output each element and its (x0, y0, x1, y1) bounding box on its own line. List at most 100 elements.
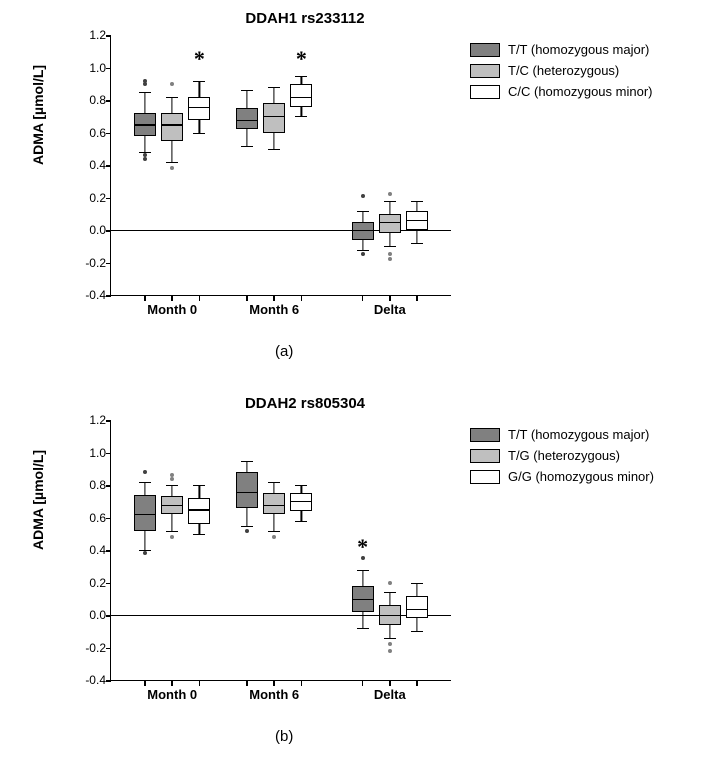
legend-label: T/T (homozygous major) (508, 427, 649, 442)
boxplot-box (236, 35, 258, 295)
ytick: -0.4 (66, 289, 106, 301)
panel-a: DDAH1 rs233112 ADMA [µmol/L] -0.4-0.20.0… (40, 10, 680, 360)
outlier-point (143, 157, 147, 161)
legend-item: G/G (homozygous minor) (470, 469, 654, 484)
ytick: 1.2 (66, 29, 106, 41)
panel-label-a: (a) (275, 343, 293, 360)
legend-item: T/G (heterozygous) (470, 448, 654, 463)
xtick (273, 295, 275, 301)
outlier-point (170, 82, 174, 86)
outlier-point (388, 192, 392, 196)
legend-item: T/C (heterozygous) (470, 63, 653, 78)
ytick: -0.2 (66, 642, 106, 654)
outlier-point (170, 477, 174, 481)
xtick (171, 295, 173, 301)
boxplot-box (134, 420, 156, 680)
xtick (273, 680, 275, 686)
outlier-point (388, 581, 392, 585)
boxplot-box (188, 35, 210, 295)
legend-b: T/T (homozygous major) T/G (heterozygous)… (470, 427, 654, 490)
xtick-label: Month 6 (249, 302, 299, 317)
legend-swatch (470, 64, 500, 78)
xtick-label: Delta (374, 302, 406, 317)
xtick (199, 680, 201, 686)
boxplot-box (134, 35, 156, 295)
ytick: 0.6 (66, 512, 106, 524)
legend-swatch (470, 470, 500, 484)
boxplot-box (379, 420, 401, 680)
boxplot-box (290, 420, 312, 680)
ytick: 0.2 (66, 577, 106, 589)
outlier-point (170, 535, 174, 539)
outlier-point (388, 642, 392, 646)
xtick (416, 680, 418, 686)
ytick: 0.8 (66, 479, 106, 491)
chart-title-b: DDAH2 rs805304 (160, 395, 450, 412)
legend-item: C/C (homozygous minor) (470, 84, 653, 99)
xtick (144, 295, 146, 301)
ytick: 0.4 (66, 159, 106, 171)
outlier-point (170, 166, 174, 170)
outlier-point (272, 535, 276, 539)
outlier-point (361, 252, 365, 256)
ytick: 0.0 (66, 224, 106, 236)
legend-a: T/T (homozygous major) T/C (heterozygous)… (470, 42, 653, 105)
xtick (199, 295, 201, 301)
ytick: 0.2 (66, 192, 106, 204)
legend-item: T/T (homozygous major) (470, 42, 653, 57)
panel-label-b: (b) (275, 728, 293, 745)
xtick (362, 680, 364, 686)
legend-item: T/T (homozygous major) (470, 427, 654, 442)
xtick (171, 680, 173, 686)
boxplot-box (263, 35, 285, 295)
boxplot-box (290, 35, 312, 295)
legend-label: C/C (homozygous minor) (508, 84, 653, 99)
plot-area-a: -0.4-0.20.00.20.40.60.81.01.2Month 0Mont… (110, 35, 451, 296)
ytick: 1.0 (66, 447, 106, 459)
xtick (246, 295, 248, 301)
boxplot-box (406, 35, 428, 295)
ylabel-a: ADMA [µmol/L] (30, 65, 46, 165)
legend-label: T/G (heterozygous) (508, 448, 620, 463)
xtick (144, 680, 146, 686)
significance-star: * (296, 46, 307, 72)
xtick (301, 295, 303, 301)
ytick: 1.2 (66, 414, 106, 426)
plot-area-b: -0.4-0.20.00.20.40.60.81.01.2Month 0Mont… (110, 420, 451, 681)
page: DDAH1 rs233112 ADMA [µmol/L] -0.4-0.20.0… (0, 0, 720, 767)
xtick (389, 680, 391, 686)
outlier-point (388, 252, 392, 256)
xtick-label: Month 6 (249, 687, 299, 702)
xtick-label: Delta (374, 687, 406, 702)
outlier-point (143, 551, 147, 555)
boxplot-box (352, 35, 374, 295)
ytick: 0.6 (66, 127, 106, 139)
xtick (389, 295, 391, 301)
ytick: -0.2 (66, 257, 106, 269)
legend-label: T/C (heterozygous) (508, 63, 619, 78)
boxplot-box (406, 420, 428, 680)
outlier-point (361, 194, 365, 198)
xtick (301, 680, 303, 686)
ytick: 0.8 (66, 94, 106, 106)
significance-star: * (194, 46, 205, 72)
panel-b: DDAH2 rs805304 ADMA [µmol/L] -0.4-0.20.0… (40, 395, 680, 745)
boxplot-box (263, 420, 285, 680)
xtick-label: Month 0 (147, 302, 197, 317)
boxplot-box (161, 420, 183, 680)
legend-swatch (470, 85, 500, 99)
legend-label: G/G (homozygous minor) (508, 469, 654, 484)
legend-swatch (470, 43, 500, 57)
chart-title-a: DDAH1 rs233112 (160, 10, 450, 27)
outlier-point (388, 257, 392, 261)
significance-star: * (357, 534, 368, 560)
legend-swatch (470, 428, 500, 442)
outlier-point (143, 82, 147, 86)
outlier-point (388, 649, 392, 653)
boxplot-box (161, 35, 183, 295)
ylabel-b: ADMA [µmol/L] (30, 450, 46, 550)
xtick (362, 295, 364, 301)
boxplot-box (236, 420, 258, 680)
ytick: 0.0 (66, 609, 106, 621)
ytick: 0.4 (66, 544, 106, 556)
